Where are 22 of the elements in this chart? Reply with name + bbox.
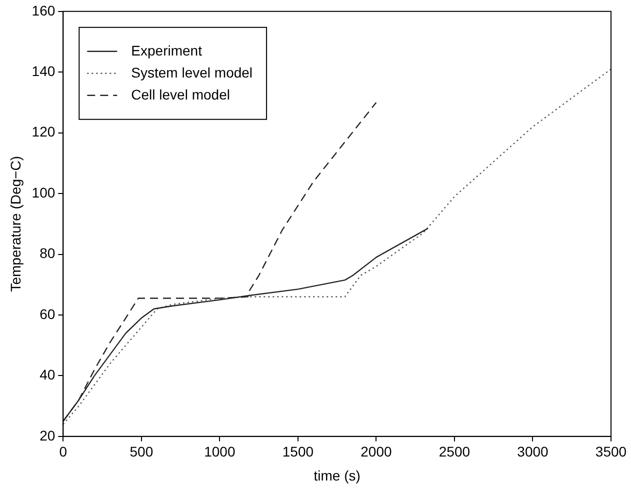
x-tick-label: 500 (130, 444, 154, 460)
x-tick-label: 1000 (204, 444, 236, 460)
legend-label: System level model (131, 64, 253, 80)
y-tick-label: 100 (32, 184, 56, 200)
legend-label: Experiment (131, 42, 202, 58)
y-axis-title: Temperature (Deg−C) (7, 156, 24, 292)
legend-label: Cell level model (131, 86, 230, 102)
x-tick-label: 0 (59, 444, 68, 460)
x-tick-label: 1500 (282, 444, 314, 460)
y-tick-label: 40 (40, 366, 56, 383)
y-tick-label: 160 (32, 2, 56, 18)
x-tick-label: 2500 (438, 444, 470, 460)
x-tick-label: 3000 (517, 444, 549, 460)
x-tick-label: 3500 (595, 444, 627, 460)
y-tick-label: 20 (40, 427, 56, 444)
y-tick-label: 60 (40, 306, 56, 322)
y-tick-label: 140 (32, 62, 56, 79)
x-axis-title: time (s) (314, 467, 360, 484)
line-series (63, 68, 611, 425)
y-tick-label: 120 (32, 124, 56, 140)
y-tick-label: 80 (40, 245, 56, 262)
x-tick-label: 2000 (360, 444, 392, 460)
